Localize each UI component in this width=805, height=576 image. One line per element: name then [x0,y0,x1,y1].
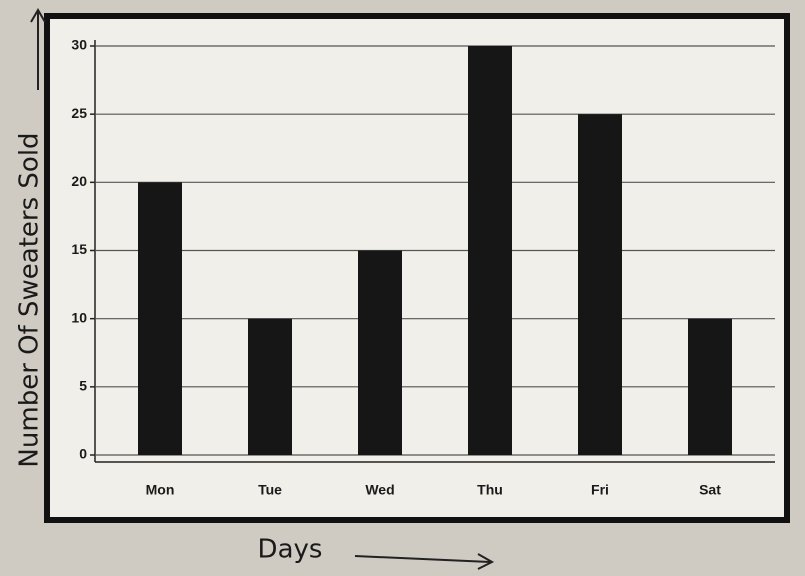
y-tick-label: 5 [79,378,87,394]
x-tick-label: Wed [365,482,394,498]
bar [138,182,182,455]
bar [358,251,402,456]
bar [578,114,622,455]
x-tick-label: Mon [146,482,175,498]
x-tick-label: Fri [591,482,609,498]
x-tick-label: Tue [258,482,282,498]
y-tick-label: 10 [71,309,87,325]
bar [688,319,732,455]
x-tick-label: Thu [477,482,503,498]
y-axis-title: Number Of Sweaters Sold [15,132,45,467]
x-tick-label: Sat [699,482,721,498]
y-tick-label: 25 [71,105,87,121]
y-tick-label: 20 [71,173,87,189]
bar [248,319,292,455]
y-tick-label: 30 [71,37,87,53]
bar [468,46,512,455]
y-tick-label: 0 [79,446,87,462]
x-axis-title: Days [258,535,323,565]
y-tick-label: 15 [71,241,87,257]
chart: Number Of Sweaters Sold Days 0 5 10 15 20 25 3… [0,0,805,576]
